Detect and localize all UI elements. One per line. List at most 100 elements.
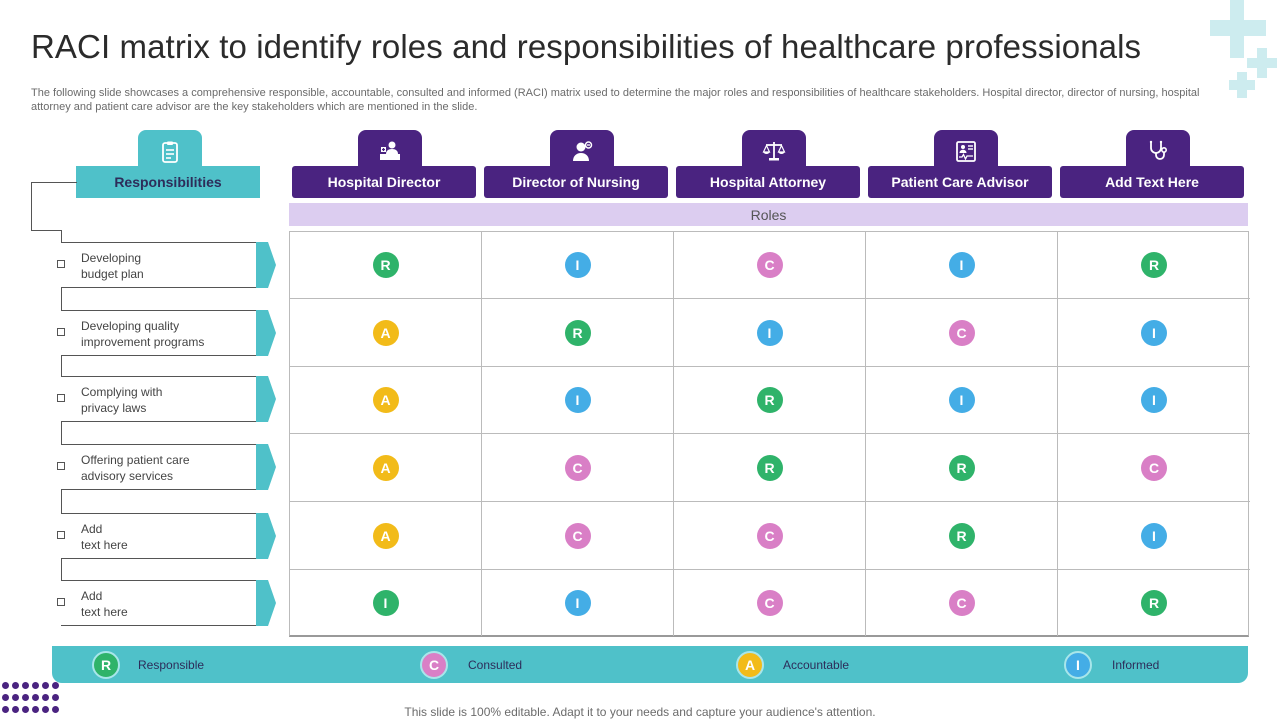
role-header: Add Text Here <box>1060 166 1244 198</box>
legend-label: Informed <box>1112 658 1160 672</box>
responsibilities-tab <box>138 130 202 170</box>
page-title: RACI matrix to identify roles and respon… <box>31 28 1142 65</box>
task-item: Add text here <box>61 580 261 626</box>
decorative-dot <box>42 706 49 713</box>
role-header: Patient Care Advisor <box>868 166 1052 198</box>
task-label: Developing quality <box>81 319 180 333</box>
arrow-icon <box>256 444 276 490</box>
connector-line <box>31 182 32 231</box>
matrix-cell: I <box>1058 367 1250 434</box>
raci-badge: R <box>756 454 783 481</box>
task-label: Offering patient care <box>81 453 190 467</box>
arrow-icon <box>256 513 276 559</box>
matrix-cell: R <box>674 367 866 434</box>
roles-bar: Roles <box>289 203 1248 226</box>
connector-node <box>57 394 65 402</box>
stethoscope-icon <box>1146 139 1170 163</box>
raci-badge: C <box>1141 454 1167 481</box>
page-subtitle: The following slide showcases a comprehe… <box>31 87 1200 113</box>
raci-badge: I <box>1141 387 1167 413</box>
matrix-cell: R <box>866 434 1058 502</box>
role-icon-tab <box>1126 130 1190 170</box>
task-label: Add <box>81 589 103 603</box>
raci-badge: I <box>948 387 975 413</box>
matrix-cell: A <box>290 434 482 502</box>
connector-node <box>57 531 65 539</box>
decorative-dot <box>2 682 9 689</box>
matrix-cell: A <box>290 299 482 367</box>
raci-badge: C <box>564 522 591 549</box>
matrix-cell: R <box>1058 570 1250 636</box>
role-icon-tab <box>550 130 614 170</box>
doctor-desk-icon <box>378 139 402 163</box>
matrix-cell: A <box>290 367 482 434</box>
matrix-cell: R <box>674 434 866 502</box>
raci-badge: I <box>372 590 399 616</box>
raci-badge: A <box>372 319 399 346</box>
scales-icon <box>762 139 786 163</box>
raci-badge: I <box>948 252 975 278</box>
matrix-cell: I <box>866 232 1058 299</box>
task-item: Developing budget plan <box>61 242 261 288</box>
raci-badge: I <box>1141 319 1167 346</box>
decorative-dot <box>32 706 39 713</box>
matrix-cell: C <box>482 434 674 502</box>
matrix-cell: A <box>290 502 482 570</box>
raci-badge: C <box>756 522 783 549</box>
decorative-dot <box>42 694 49 701</box>
raci-badge: R <box>372 252 399 278</box>
decorative-dot <box>32 682 39 689</box>
task-label: improvement programs <box>81 335 205 349</box>
task-label: Add <box>81 522 103 536</box>
raci-badge: I <box>564 252 591 278</box>
connector-line <box>31 182 77 183</box>
decorative-dot <box>2 706 9 713</box>
decorative-dot <box>22 694 29 701</box>
raci-badge: I <box>1141 522 1167 549</box>
legend-badge: C <box>420 651 448 679</box>
legend-badge: I <box>1064 651 1092 679</box>
decorative-dot <box>2 694 9 701</box>
decorative-dot <box>22 682 29 689</box>
matrix-cell: C <box>674 502 866 570</box>
matrix-cell: I <box>290 570 482 636</box>
role-header: Hospital Director <box>292 166 476 198</box>
matrix-cell: C <box>674 232 866 299</box>
role-icon-tab <box>934 130 998 170</box>
raci-badge: A <box>372 522 399 549</box>
decorative-dot <box>12 694 19 701</box>
decorative-dot <box>12 682 19 689</box>
task-label: privacy laws <box>81 401 147 415</box>
task-item: Add text here <box>61 513 261 559</box>
task-label: budget plan <box>81 267 144 281</box>
task-label: advisory services <box>81 469 174 483</box>
decorative-dot <box>12 706 19 713</box>
raci-badge: C <box>756 252 783 278</box>
matrix-cell: I <box>674 299 866 367</box>
role-icon-tab <box>358 130 422 170</box>
arrow-icon <box>256 242 276 288</box>
raci-badge: C <box>756 590 783 616</box>
raci-badge: A <box>372 454 399 481</box>
legend-badge: R <box>92 651 120 679</box>
role-header: Director of Nursing <box>484 166 668 198</box>
matrix-cell: I <box>482 232 674 299</box>
raci-badge: R <box>948 522 975 549</box>
legend-badge: A <box>736 651 764 679</box>
raci-badge: I <box>564 590 591 616</box>
arrow-icon <box>256 376 276 422</box>
task-item: Offering patient care advisory services <box>61 444 261 490</box>
connector-node <box>57 598 65 606</box>
role-icon-tab <box>742 130 806 170</box>
raci-badge: R <box>948 454 975 481</box>
matrix-cell: I <box>866 367 1058 434</box>
matrix-cell: R <box>866 502 1058 570</box>
matrix-cell: R <box>290 232 482 299</box>
connector-node <box>57 328 65 336</box>
clipboard-icon <box>158 140 182 164</box>
decorative-dots <box>0 682 64 720</box>
decorative-dot <box>42 682 49 689</box>
matrix-cell: C <box>482 502 674 570</box>
task-label: text here <box>81 605 128 619</box>
matrix-cell: R <box>482 299 674 367</box>
